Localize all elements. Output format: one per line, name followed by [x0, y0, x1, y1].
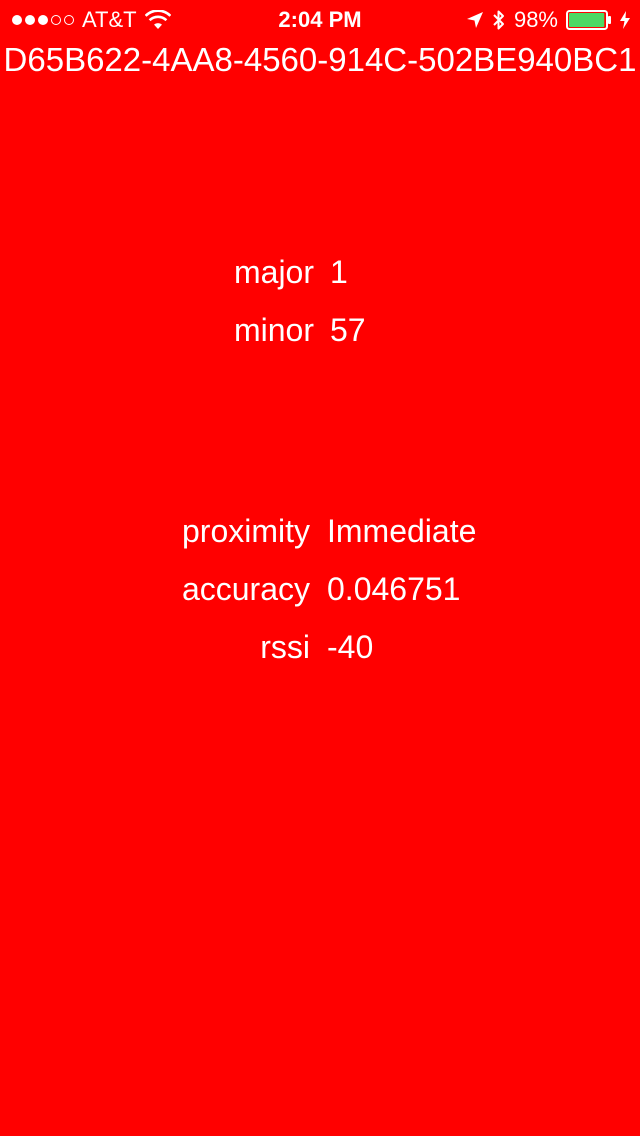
major-label: major [233, 254, 314, 290]
location-arrow-icon [466, 12, 483, 28]
proximity-row: proximity Immediate [0, 509, 640, 553]
rssi-row: rssi -40 [0, 625, 640, 669]
proximity-value: Immediate [327, 513, 477, 549]
battery-percentage: 98% [513, 7, 558, 32]
bluetooth-icon [493, 10, 504, 30]
minor-label: minor [233, 312, 314, 348]
signal-dot [38, 15, 48, 25]
signal-dot [12, 15, 22, 25]
status-bar: AT&T 2:04 PM 98% [0, 0, 640, 40]
minor-value: 57 [330, 312, 366, 348]
major-row: major 1 [0, 250, 640, 294]
battery-icon [566, 10, 611, 30]
rssi-label: rssi [260, 629, 310, 665]
accuracy-label: accuracy [181, 571, 310, 607]
charging-bolt-icon [620, 11, 630, 29]
status-bar-time: 2:04 PM [278, 7, 362, 32]
major-value: 1 [330, 254, 348, 290]
beacon-uuid: D65B622-4AA8-4560-914C-502BE940BC1 [3, 41, 637, 78]
signal-strength-indicator [12, 15, 74, 25]
wifi-icon [144, 10, 171, 29]
status-bar-left: AT&T [12, 6, 171, 34]
carrier-name: AT&T [82, 7, 137, 32]
accuracy-value: 0.046751 [327, 571, 461, 607]
rssi-value: -40 [327, 629, 374, 665]
accuracy-row: accuracy 0.046751 [0, 567, 640, 611]
signal-dot [51, 15, 61, 25]
minor-row: minor 57 [0, 308, 640, 352]
status-bar-right: 98% [466, 6, 630, 34]
proximity-label: proximity [181, 513, 310, 549]
signal-dot [64, 15, 74, 25]
signal-dot [25, 15, 35, 25]
